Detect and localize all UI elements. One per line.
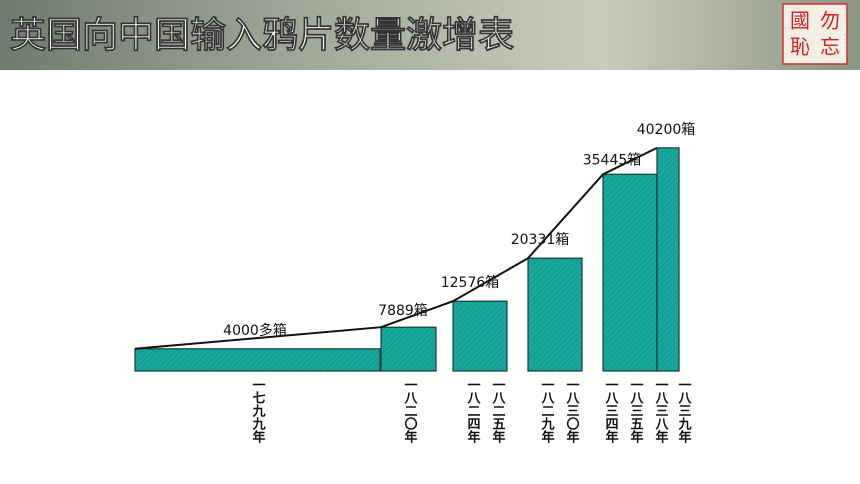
x-label: 一八二五年: [490, 378, 507, 444]
banner: [0, 0, 860, 70]
x-label: 一八三〇年: [564, 378, 581, 444]
data-label: 35445箱: [583, 152, 642, 168]
chart-title: 英国向中国输入鸦片数量激增表: [10, 15, 514, 56]
data-label: 4000多箱: [223, 322, 287, 339]
logo: [782, 3, 848, 65]
x-label: 一八二〇年: [402, 378, 419, 444]
x-label: 一八三四年: [603, 378, 620, 444]
x-label: 一八三九年: [676, 378, 693, 444]
data-label: 7889箱: [378, 303, 428, 319]
data-label: 40200箱: [637, 122, 696, 138]
logo-char: 忘: [820, 35, 840, 59]
data-label: 20331箱: [511, 232, 570, 248]
bar: [380, 326, 437, 372]
logo-char: 恥: [790, 35, 810, 59]
bar: [602, 173, 658, 372]
bar: [527, 257, 583, 372]
x-label: 一八三五年: [628, 378, 645, 444]
bar: [452, 300, 508, 372]
data-label: 12576箱: [441, 275, 500, 291]
x-label: 一八三八年: [653, 378, 670, 444]
trend-line: [134, 147, 658, 350]
x-label: 一八二四年: [465, 378, 482, 444]
logo-char: 國: [790, 9, 810, 33]
logo-char: 勿: [820, 9, 840, 33]
bar: [134, 348, 381, 372]
bar: [656, 147, 680, 372]
x-label: 一八二九年: [539, 378, 556, 444]
x-label: 一七九九年: [250, 378, 267, 444]
